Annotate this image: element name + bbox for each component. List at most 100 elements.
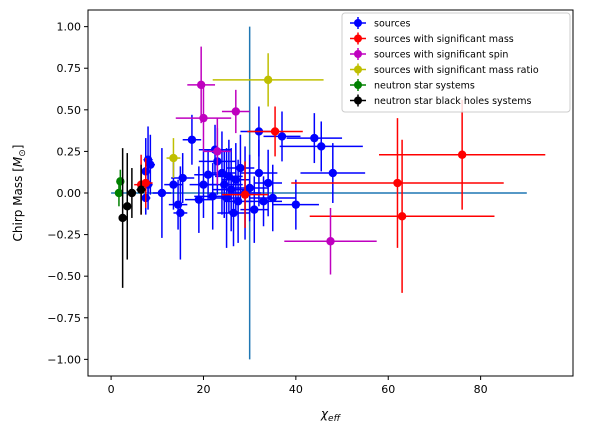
legend-marker (354, 19, 362, 27)
y-tick-label: 1.00 (57, 21, 82, 34)
y-tick-label: −0.75 (47, 312, 81, 325)
data-point (123, 153, 132, 260)
series-layer (114, 46, 546, 293)
data-point (203, 118, 232, 185)
series-0 (141, 106, 366, 260)
point-marker (127, 188, 137, 198)
x-axis-label: χeff (320, 407, 342, 424)
data-point (212, 53, 324, 107)
point-marker (457, 150, 467, 159)
legend-label: neutron star black holes systems (374, 96, 531, 107)
point-marker (254, 168, 264, 178)
data-point (249, 164, 296, 232)
data-point (168, 179, 188, 230)
point-marker (199, 180, 208, 189)
y-axis-ticks: −1.00 −0.75 −0.50 −0.25 0.00 0.25 0.50 0.75 1.00 (47, 21, 88, 366)
point-marker (213, 147, 222, 156)
point-marker (208, 192, 217, 201)
legend-marker (354, 96, 362, 105)
legend-marker (354, 81, 362, 89)
point-marker (270, 127, 280, 136)
legend-marker (354, 50, 362, 58)
point-marker (118, 213, 127, 223)
data-point (187, 46, 216, 124)
legend-label: sources with significant spin (374, 50, 508, 61)
legend-label: sources (374, 19, 411, 30)
series-3 (166, 53, 324, 179)
y-tick-label: −0.25 (47, 229, 81, 242)
legend-item: sources with significant mass (350, 32, 514, 45)
series-5 (118, 148, 146, 288)
x-tick-label: 80 (474, 383, 488, 396)
point-marker (178, 173, 187, 183)
data-point (175, 84, 232, 152)
point-marker (310, 133, 319, 143)
point-marker (157, 188, 167, 198)
x-tick-label: 40 (289, 383, 303, 396)
y-tick-label: 0.75 (57, 62, 82, 75)
y-tick-label: −0.50 (47, 270, 81, 283)
data-point (152, 148, 172, 238)
point-marker (203, 170, 213, 179)
point-marker (259, 197, 268, 206)
data-point (171, 153, 195, 203)
y-tick-label: 0.25 (57, 145, 82, 158)
legend-label: sources with significant mass ratio (374, 65, 539, 76)
data-point (309, 139, 495, 293)
x-tick-label: 60 (381, 383, 395, 396)
point-marker (240, 190, 250, 199)
legend-marker (354, 34, 362, 43)
point-marker (123, 202, 132, 211)
point-marker (317, 142, 326, 151)
point-marker (136, 185, 146, 194)
point-marker (187, 135, 197, 144)
point-marker (250, 205, 259, 214)
data-point (136, 164, 146, 215)
point-marker (141, 178, 150, 188)
point-marker (199, 113, 208, 123)
legend-item: neutron star black holes systems (350, 94, 531, 107)
y-tick-label: 0.00 (57, 187, 82, 200)
legend-marker (354, 65, 362, 74)
point-marker (236, 163, 245, 173)
data-point (279, 121, 363, 172)
legend-label: sources with significant mass (374, 34, 514, 45)
legend-item: neutron star systems (350, 79, 475, 92)
point-marker (326, 237, 335, 246)
point-marker (169, 180, 178, 189)
point-marker (194, 195, 204, 204)
point-marker (277, 132, 287, 141)
point-marker (397, 212, 407, 221)
point-marker (169, 153, 178, 163)
series-2 (175, 46, 377, 275)
data-point (291, 118, 504, 248)
data-point (118, 148, 127, 288)
data-point (127, 168, 137, 218)
data-point (164, 159, 183, 210)
data-point (300, 143, 366, 203)
data-point (221, 161, 269, 228)
point-marker (173, 200, 183, 209)
data-point (284, 207, 377, 275)
legend-box (341, 12, 571, 113)
data-point (166, 138, 181, 179)
y-tick-label: −1.00 (47, 353, 81, 366)
data-point (263, 111, 301, 162)
data-point (182, 114, 202, 165)
data-point (379, 99, 546, 210)
legend-item: sources with significant spin (350, 48, 508, 61)
point-marker (114, 188, 124, 198)
data-point (247, 106, 303, 157)
legend-label: neutron star systems (374, 81, 475, 92)
data-point (272, 179, 319, 230)
legend: sources sources with significant mass sour… (341, 12, 571, 113)
point-marker (231, 107, 241, 116)
legend-item: sources with significant mass ratio (350, 63, 539, 76)
point-marker (328, 168, 338, 178)
x-axis-ticks: 0 20 40 60 80 (108, 376, 488, 396)
point-marker (245, 183, 254, 193)
y-tick-label: 0.50 (57, 104, 82, 117)
legend-item: sources (350, 17, 411, 30)
point-marker (263, 178, 273, 188)
point-marker (268, 193, 277, 203)
